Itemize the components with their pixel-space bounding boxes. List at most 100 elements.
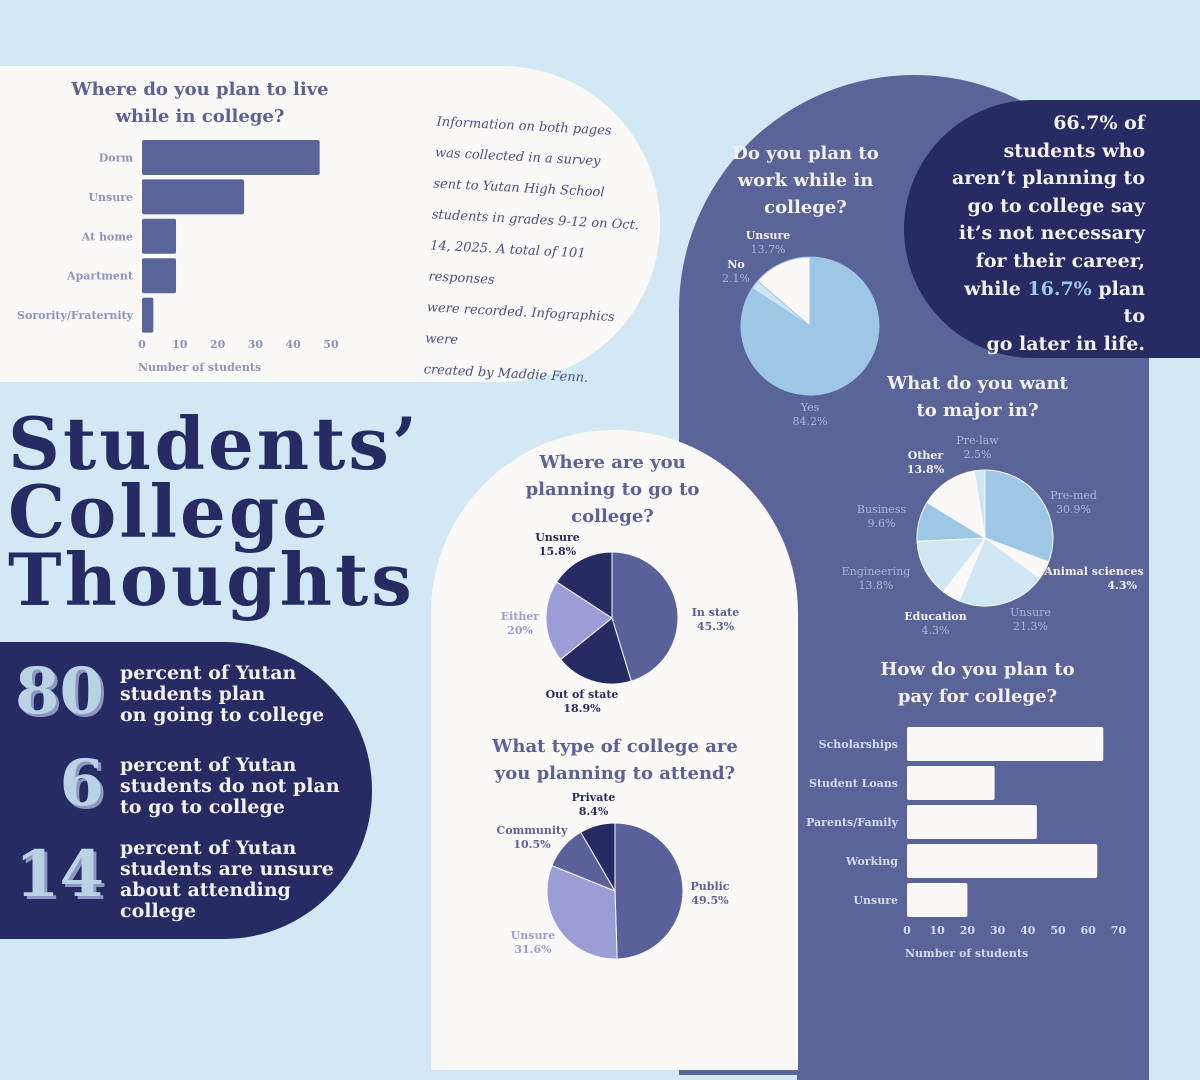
title-line-1: Students’: [8, 401, 420, 486]
category-label: At home: [81, 230, 133, 243]
page-title: Students’ College Thoughts: [8, 401, 420, 616]
quote-pre: while: [964, 277, 1028, 300]
stat-text: percent of Yutan students do not plan to…: [120, 755, 340, 818]
stat-number: 14: [14, 837, 104, 912]
live-title-line-2: while in college?: [115, 106, 285, 127]
bar-working: [907, 844, 1098, 878]
pie-slice-unsure: [556, 551, 613, 619]
slice-label: Unsure: [745, 229, 791, 242]
tick-label: 40: [1020, 924, 1036, 937]
slice-label: Unsure: [510, 929, 556, 942]
tick-label: 0: [903, 924, 911, 937]
slice-value: 15.8%: [538, 545, 577, 558]
bar-sorority-fraternity: [142, 297, 154, 333]
slice-value: 8.4%: [578, 805, 609, 818]
slice-value: 31.6%: [514, 943, 552, 956]
quote-line: it’s not necessary: [958, 222, 1145, 245]
category-label: Unsure: [853, 894, 898, 907]
stat-number: 6: [59, 746, 104, 821]
where-label-unsure: Unsure 15.8%: [530, 531, 585, 559]
major-pie-chart: [916, 469, 1054, 607]
slice-value: 18.9%: [563, 702, 601, 715]
tick-label: 50: [323, 338, 339, 351]
pie-slice-engineering: [916, 537, 987, 593]
slice-label: In state: [691, 606, 740, 619]
category-label: Apartment: [66, 270, 134, 283]
quote-panel: [904, 100, 1200, 358]
quote-post: plan to: [1091, 277, 1145, 328]
slice-value: 13.8%: [906, 463, 945, 476]
slice-value: 21.3%: [1013, 620, 1048, 633]
slice-value: 2.5%: [963, 448, 992, 461]
x-axis-label: Number of students: [905, 947, 1028, 960]
live-chart-panel: [0, 66, 660, 382]
quote-line: for their career,: [975, 249, 1145, 272]
slice-label: Unsure: [1010, 606, 1051, 619]
note-line: 14, 2025. A total of 101 responses: [428, 238, 586, 288]
major-title-line-1: What do you want: [887, 373, 1068, 394]
major-chart-title: What do you want to major in?: [870, 370, 1085, 424]
stats-panel: [0, 642, 372, 939]
type-label-private: Private 8.4%: [566, 791, 621, 819]
title-line-2: College: [8, 469, 331, 554]
where-chart-title: Where are you planning to go to college?: [500, 449, 725, 530]
major-label-other: Other 13.8%: [903, 449, 948, 477]
bar-unsure: [907, 883, 968, 917]
stat-line: students plan: [120, 683, 266, 705]
tick-label: 0: [138, 338, 146, 351]
category-label: Unsure: [88, 191, 133, 204]
tick-label: 20: [960, 924, 976, 937]
quote-line: students who: [1003, 139, 1145, 162]
where-label-outofstate: Out of state 18.9%: [543, 688, 621, 716]
work-label-no: No 2.1%: [716, 258, 756, 286]
pie-slice-unsure: [546, 864, 618, 960]
pay-title-line-2: pay for college?: [897, 686, 1058, 707]
stat-number: 80: [14, 654, 104, 729]
bar-scholarships: [907, 727, 1104, 761]
major-label-premed: Pre-med 30.9%: [1041, 489, 1106, 517]
major-label-prelaw: Pre-law 2.5%: [950, 434, 1005, 462]
stat-line: percent of Yutan: [120, 754, 297, 776]
pie-slice-public: [614, 822, 684, 960]
pie-slice-out-of-state: [559, 617, 632, 685]
work-chart-title: Do you plan to work while in college?: [718, 140, 893, 221]
live-title-line-1: Where do you plan to live: [71, 79, 329, 100]
where-title-line-3: college?: [571, 506, 654, 527]
slice-value: 9.6%: [867, 517, 896, 530]
type-label-public: Public 49.5%: [686, 880, 734, 908]
type-title-line-2: you planning to attend?: [494, 763, 736, 784]
stat-line: percent of Yutan: [120, 837, 297, 859]
slice-label: Public: [690, 880, 730, 893]
tick-label: 10: [930, 924, 946, 937]
slice-label: Engineering: [841, 565, 911, 578]
live-chart-title: Where do you plan to live while in colle…: [40, 76, 360, 130]
quote-line: 66.7% of: [1053, 112, 1145, 134]
bar-student-loans: [907, 766, 995, 800]
tick-label: 70: [1111, 924, 1127, 937]
tick-label: 50: [1050, 924, 1066, 937]
where-pie-chart: [545, 551, 679, 685]
major-title-line-2: to major in?: [916, 400, 1039, 421]
slice-label: Either: [500, 610, 540, 623]
major-label-business: Business 9.6%: [849, 503, 914, 531]
slice-label: Education: [904, 610, 967, 623]
slice-label: Animal sciences: [1044, 565, 1144, 578]
slice-label: Other: [907, 449, 944, 462]
bar-apartment: [142, 258, 177, 294]
pay-chart-title: How do you plan to pay for college?: [870, 656, 1085, 710]
pie-slice-in-state: [611, 551, 679, 682]
category-label: Scholarships: [819, 738, 898, 751]
slice-value: 84.2%: [792, 415, 828, 428]
slice-label: Pre-med: [1050, 489, 1097, 502]
x-axis-label: Number of students: [138, 361, 261, 374]
slice-value: 30.9%: [1056, 503, 1091, 516]
where-title-line-2: planning to go to: [525, 479, 700, 500]
type-label-community: Community 10.5%: [494, 824, 570, 852]
work-label-unsure: Unsure 13.7%: [738, 229, 798, 257]
slice-label: Yes: [800, 401, 820, 414]
pie-slice-unsure: [958, 537, 1041, 607]
major-label-animal: Animal sciences 4.3%: [1043, 565, 1145, 593]
stat-text: percent of Yutan students plan on going …: [120, 663, 324, 726]
tick-label: 40: [286, 338, 302, 351]
work-title-line-2: work while in: [737, 170, 874, 191]
